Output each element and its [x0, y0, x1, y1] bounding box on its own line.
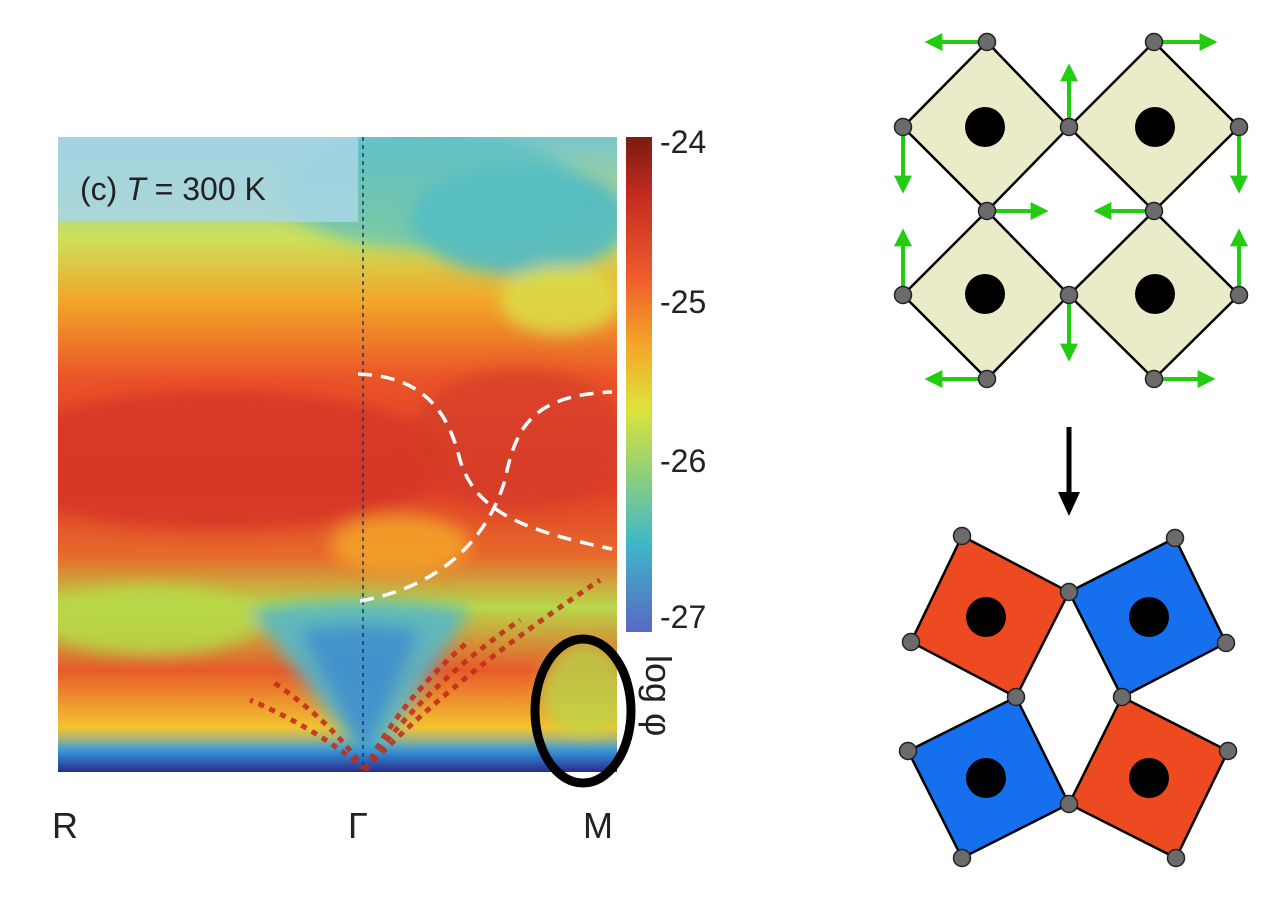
- displacement-arrows: [894, 33, 1248, 388]
- heatmap-plot: [58, 137, 617, 772]
- svg-text:(c) T = 300 K: (c) T = 300 K: [80, 171, 266, 207]
- highlight-ellipse: [530, 634, 636, 788]
- down-arrow-icon: [1058, 427, 1080, 516]
- panel-label: (c) T = 300 K: [58, 137, 358, 222]
- colorbar-tick-2: -25: [660, 284, 706, 320]
- dashed-dispersion-curves: [357, 372, 613, 603]
- colorbar-tick-1: -24: [660, 124, 706, 160]
- vertex-atoms: [893, 32, 1249, 389]
- octahedra-tilted: [898, 526, 1238, 868]
- vertex-atoms-tilted: [898, 526, 1238, 868]
- colorbar-tick-4: -27: [660, 599, 706, 635]
- x-tick-r: R: [52, 805, 78, 846]
- colorbar: -24 -25 -26 -27 log φ: [626, 124, 706, 736]
- center-atoms: [965, 107, 1175, 314]
- x-tick-gamma: Γ: [348, 805, 368, 846]
- x-tick-m: M: [583, 805, 613, 846]
- center-atoms-tilted: [966, 597, 1169, 798]
- colorbar-tick-3: -26: [660, 443, 706, 479]
- octahedra-undistorted: [893, 32, 1249, 389]
- colorbar-label: log φ: [638, 655, 679, 736]
